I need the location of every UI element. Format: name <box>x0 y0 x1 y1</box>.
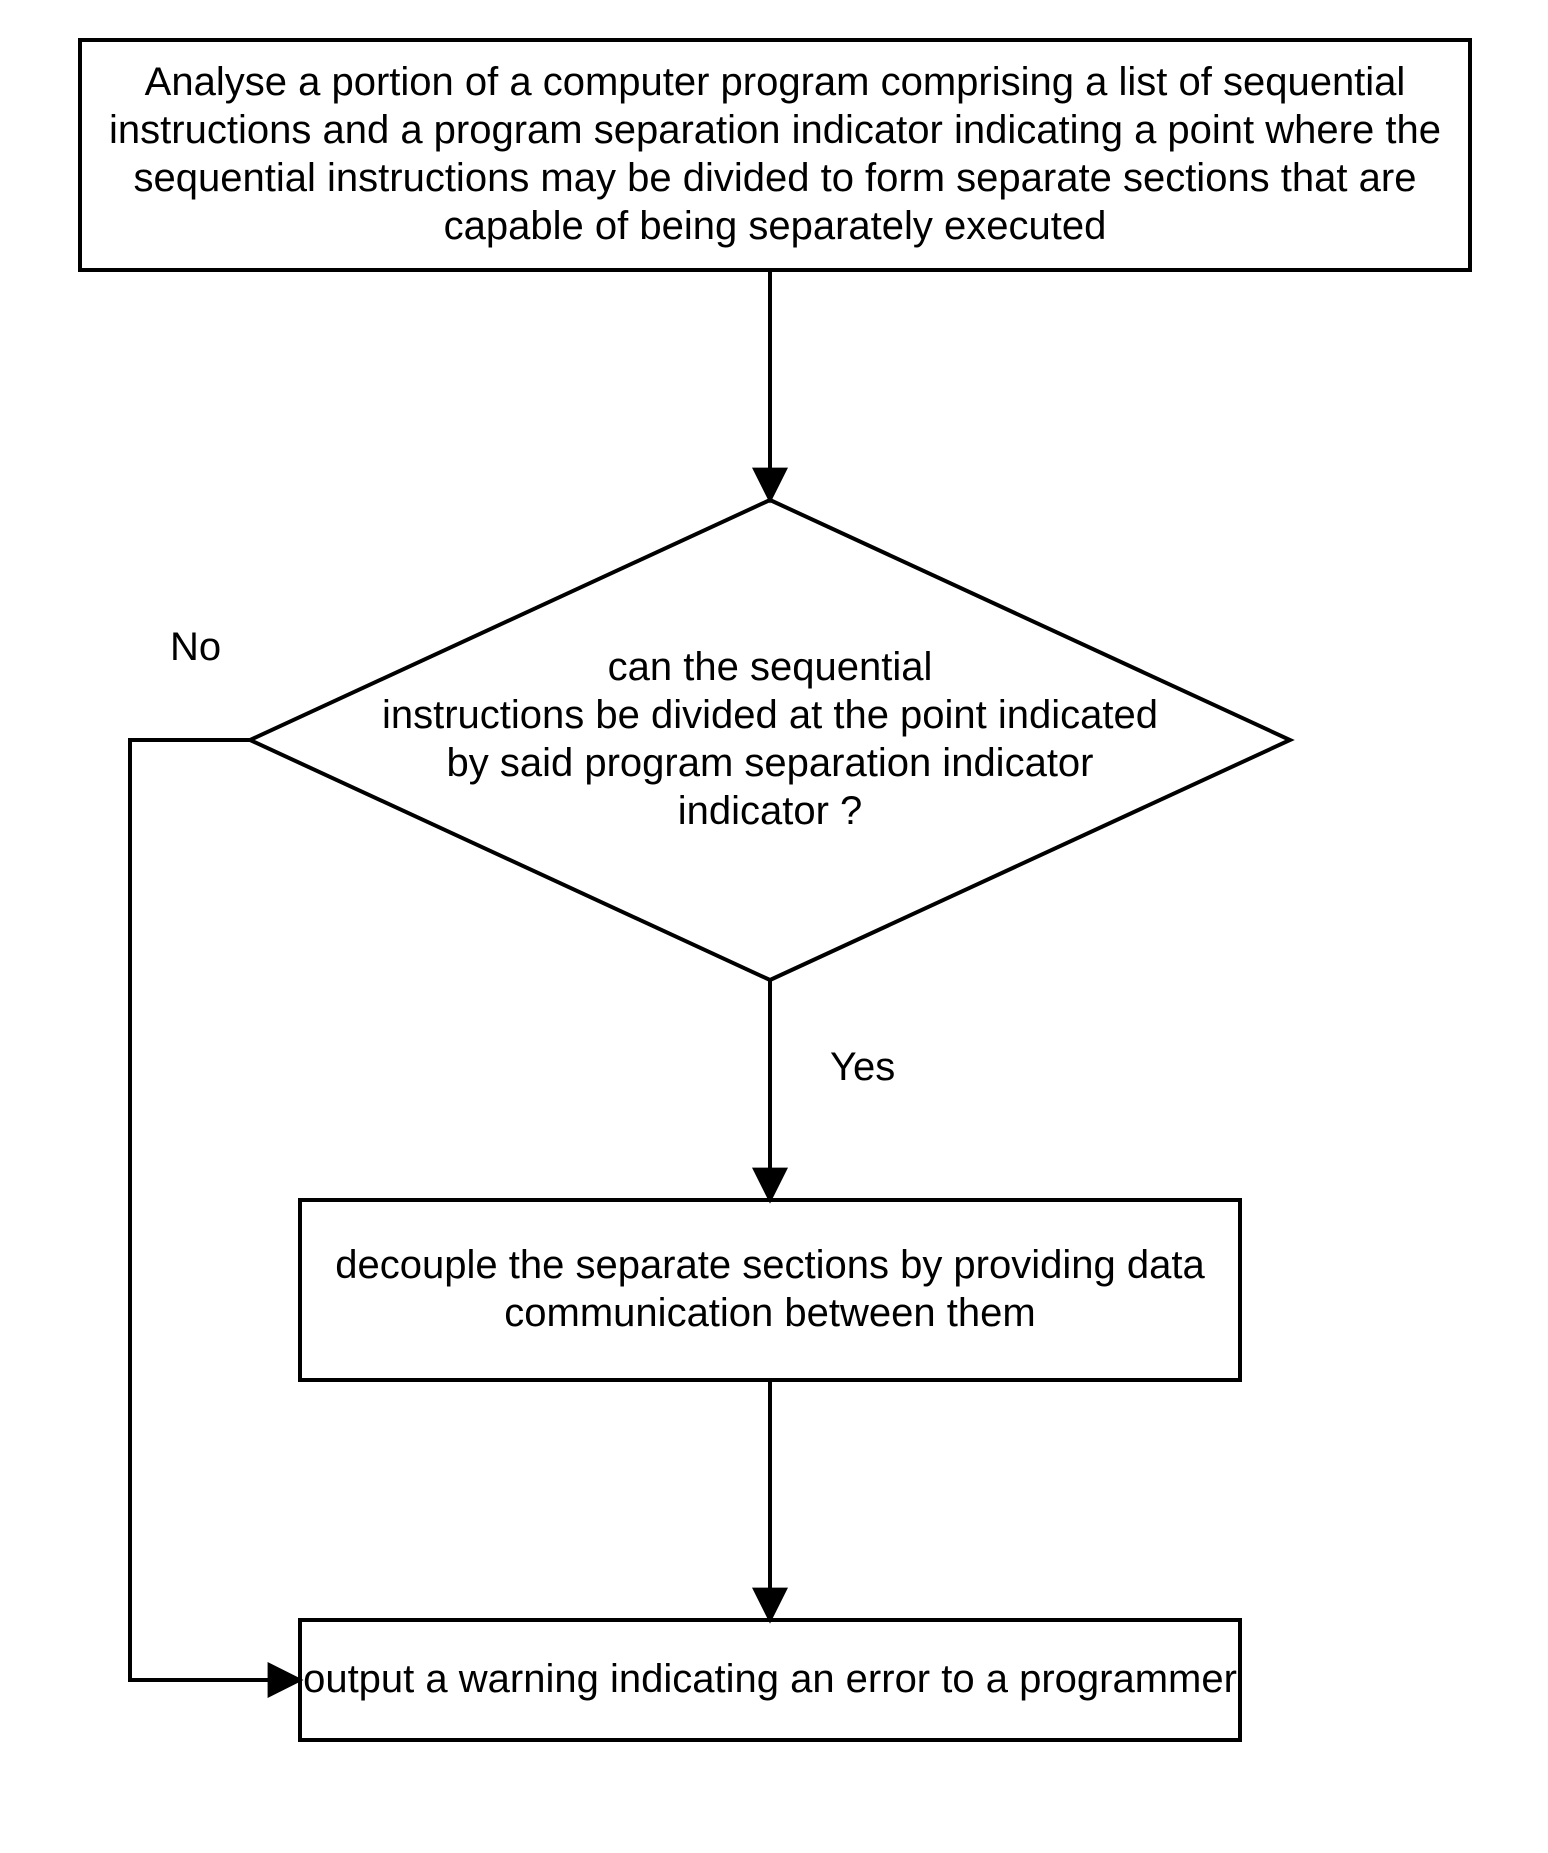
node-text-line: indicator ? <box>678 789 863 833</box>
node-text-line: output a warning indicating an error to … <box>303 1657 1237 1701</box>
edge-label: No <box>170 625 221 669</box>
node-text-line: can the sequential <box>608 645 933 689</box>
node-text-line: instructions and a program separation in… <box>109 108 1441 152</box>
node-text-line: capable of being separately executed <box>444 204 1107 248</box>
node-text-line: by said program separation indicator <box>446 741 1093 785</box>
process-box <box>300 1200 1240 1380</box>
node-text-line: sequential instructions may be divided t… <box>134 156 1417 200</box>
node-text-line: decouple the separate sections by provid… <box>335 1243 1205 1287</box>
node-text-line: Analyse a portion of a computer program … <box>145 60 1406 104</box>
edge-label: Yes <box>830 1045 895 1089</box>
node-text-line: communication between them <box>504 1291 1035 1335</box>
flowchart-canvas: Analyse a portion of a computer program … <box>0 0 1548 1853</box>
node-text-line: instructions be divided at the point ind… <box>382 693 1158 737</box>
